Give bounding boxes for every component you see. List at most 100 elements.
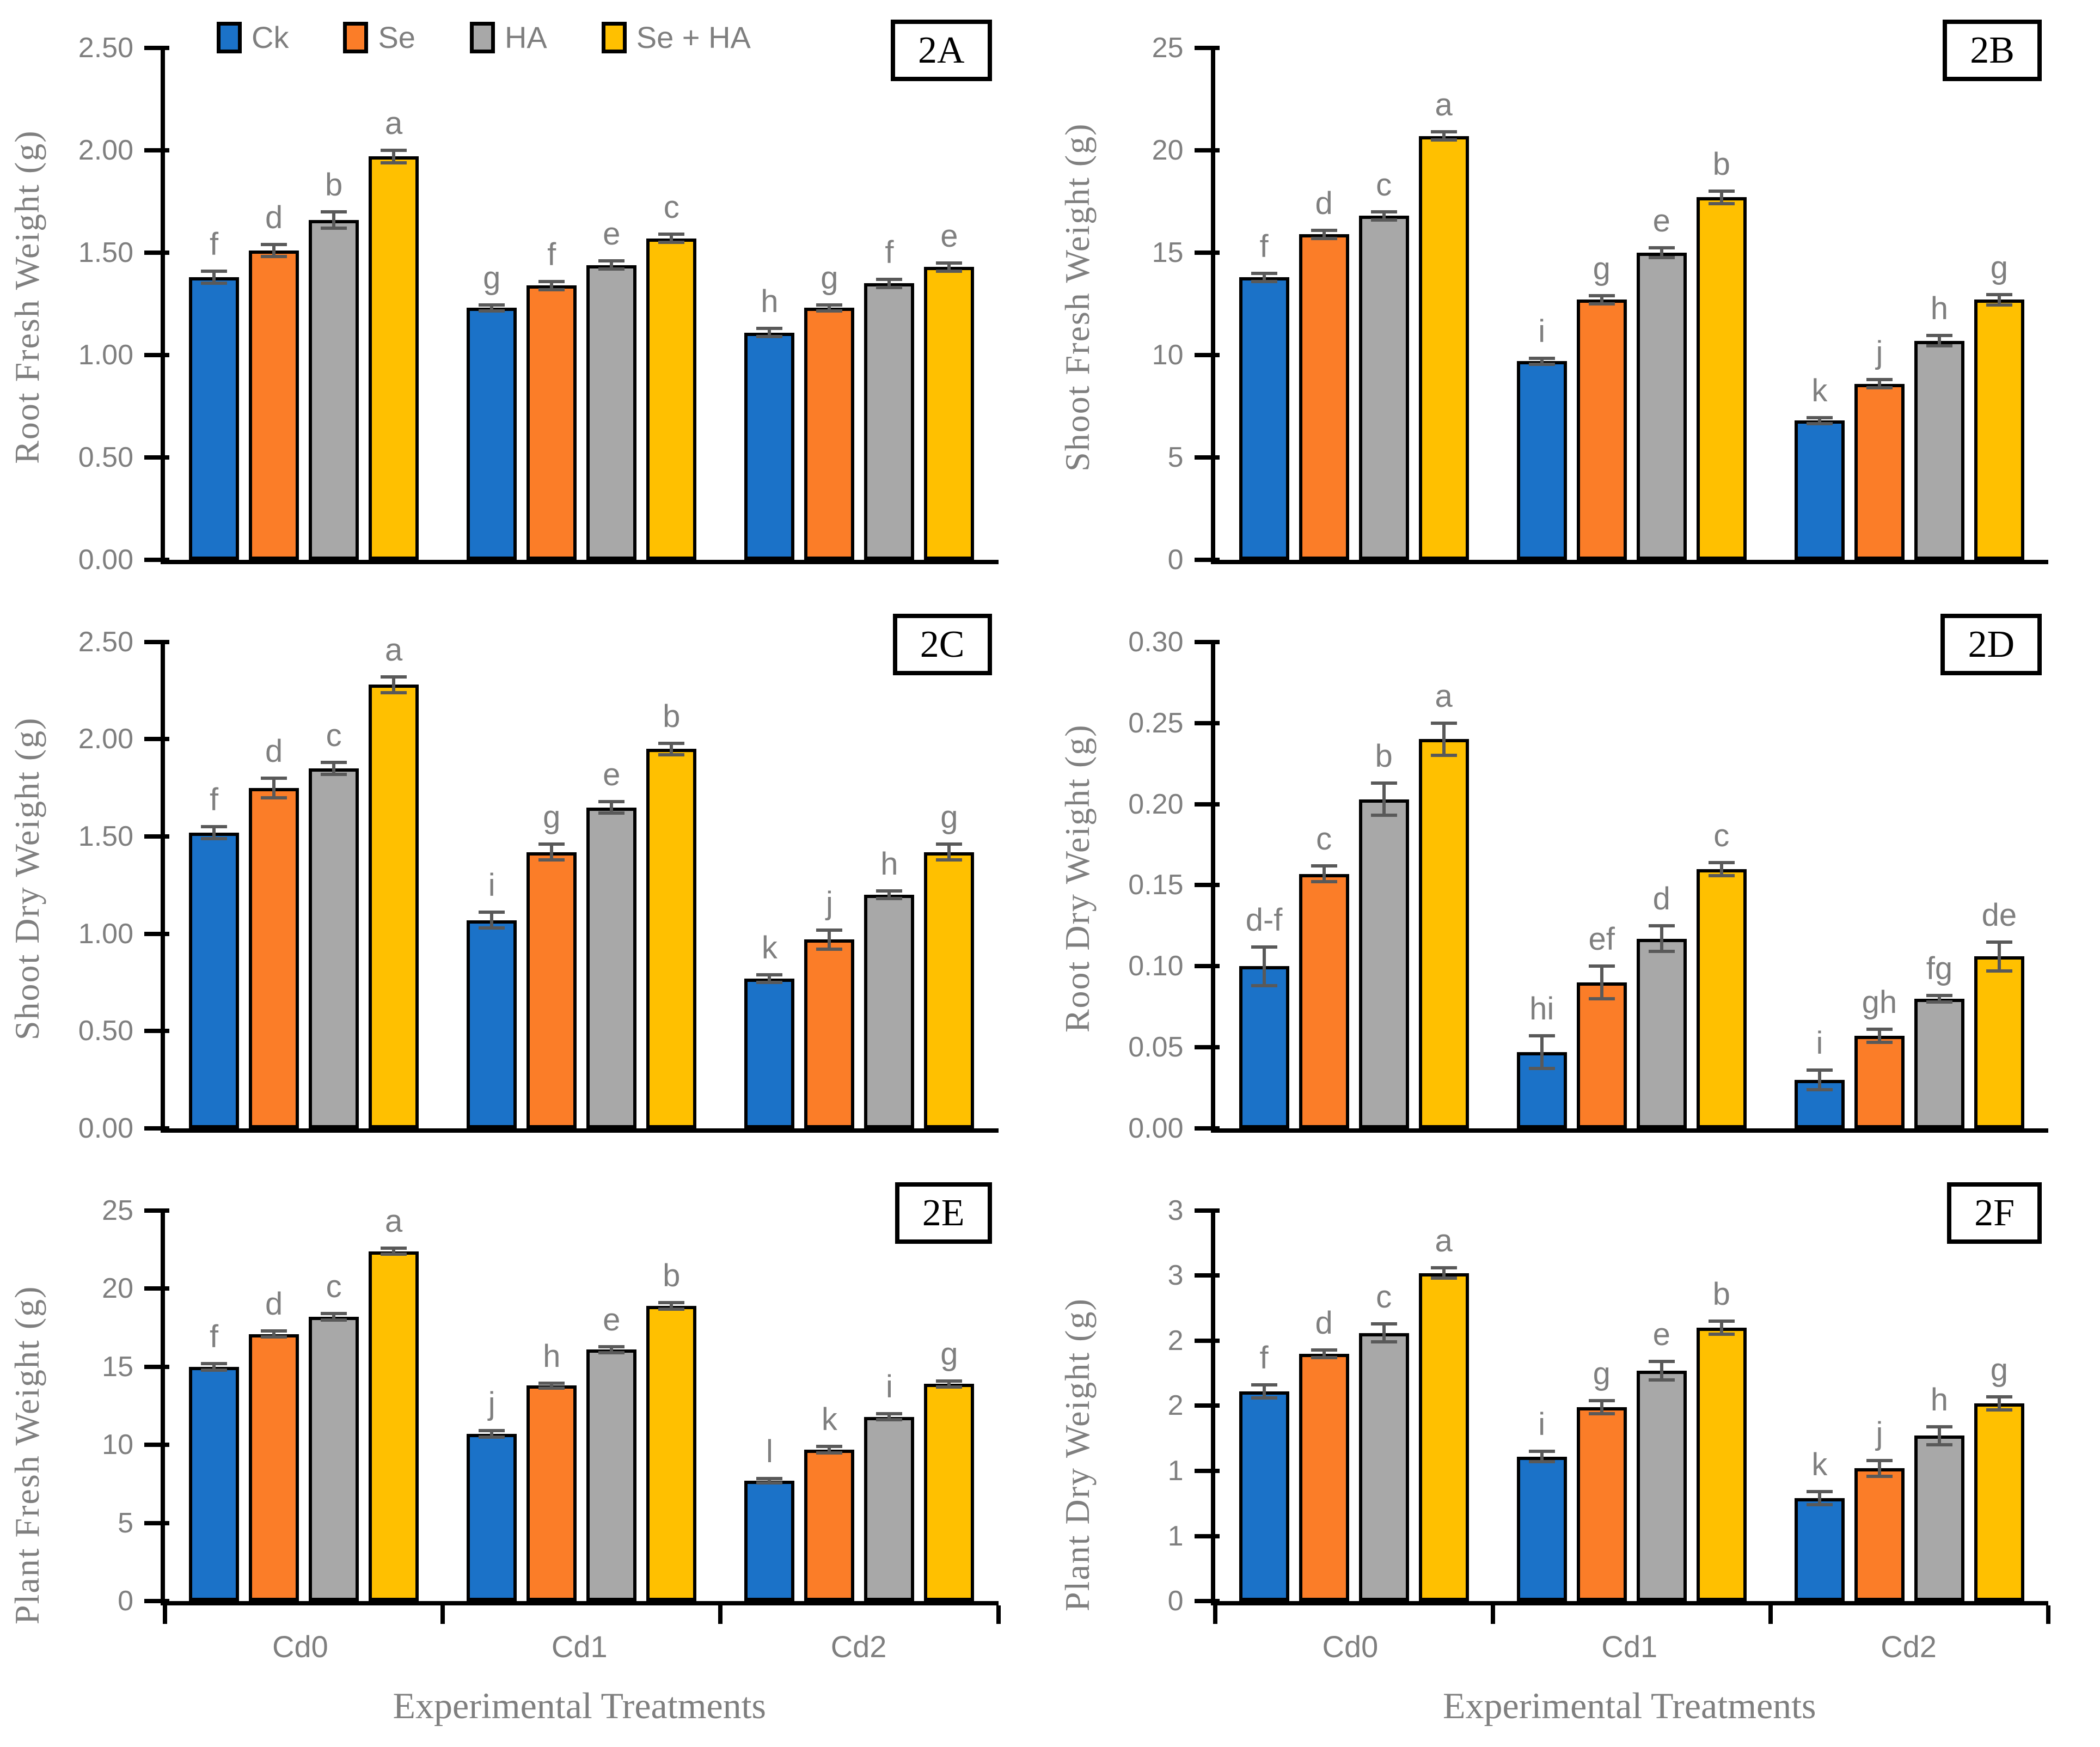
error-bar-cap-bottom — [1866, 386, 1893, 390]
significance-letter: j — [825, 885, 833, 921]
x-category-label-Cd1: Cd1 — [551, 1629, 608, 1664]
bar-slot-Cd2-Ck: k — [1794, 48, 1845, 560]
error-bar-cap-top — [261, 242, 287, 246]
y-axis-tick — [1194, 1469, 1220, 1473]
bar-group-Cd0: f d c a — [165, 634, 443, 1128]
error-bar-cap-bottom — [1528, 362, 1555, 366]
error-bar — [1382, 211, 1386, 220]
error-bar — [1877, 380, 1881, 388]
panel-2A: Root Fresh Weight (g) 0.00 0.50 1.00 1.50 2.0… — [0, 0, 1050, 594]
bar-group-Cd0: f d c a — [1215, 48, 1493, 560]
significance-letter: j — [1876, 1415, 1883, 1451]
y-tick-label: 10 — [102, 1429, 133, 1461]
error-bar-cap-top — [1370, 210, 1397, 213]
bar-slot-Cd0-Se: c — [1299, 642, 1349, 1128]
error-bar-cap-bottom — [1926, 344, 1952, 347]
error-bar-cap-top — [1528, 1450, 1555, 1453]
significance-letter: e — [603, 1302, 621, 1337]
error-bar — [392, 1248, 396, 1255]
significance-letter: f — [1259, 228, 1269, 264]
error-bar — [1997, 295, 2001, 305]
y-axis-title-2B: Shoot Fresh Weight (g) — [1057, 123, 1097, 472]
y-axis-tick — [144, 1208, 169, 1213]
error-bar-cap-bottom — [1311, 1356, 1337, 1360]
legend-swatch-Se — [343, 21, 369, 53]
error-bar — [1322, 230, 1326, 239]
bar-HA-Cd2 — [1914, 998, 1964, 1128]
bar-slot-Cd1-HA: d — [1636, 642, 1687, 1128]
error-bar — [1719, 862, 1723, 876]
significance-letter: g — [1593, 251, 1611, 286]
error-bar-cap-top — [201, 269, 228, 273]
y-axis-tick — [1194, 1534, 1220, 1538]
error-bar-cap-bottom — [756, 335, 783, 339]
bar-slot-Cd0-SeHA: a — [369, 634, 419, 1128]
plot-column: 0 1 1 2 2 3 3 f d c a i g e b k j h g 2F Cd0 Cd1 Cd2 Experiment… — [1168, 1163, 2100, 1747]
error-bar-cap-top — [1806, 416, 1833, 419]
significance-letter: c — [326, 1269, 342, 1305]
bar-slot-Cd1-Se: g — [526, 642, 577, 1128]
error-bar-cap-top — [1866, 1458, 1893, 1462]
bar-slot-Cd2-HA: h — [864, 642, 915, 1128]
bar-SeHA-Cd2 — [924, 267, 975, 560]
bar-SeHA-Cd2 — [1974, 1403, 2024, 1601]
significance-letter: g — [1990, 250, 2009, 285]
bar-HA-Cd0 — [1358, 1333, 1409, 1601]
error-bar-cap-bottom — [598, 1351, 625, 1354]
bar-SeHA-Cd2 — [1974, 300, 2024, 560]
y-tick-label: 0 — [118, 1585, 133, 1617]
error-bar-cap-bottom — [261, 1335, 287, 1339]
legend-swatch-HA — [469, 21, 495, 53]
significance-letter: b — [663, 698, 681, 734]
x-axis-tick — [1213, 1605, 1217, 1624]
error-bar — [550, 844, 554, 860]
y-axis-tick — [144, 1126, 169, 1131]
y-tick-label: 0.00 — [1128, 1112, 1184, 1144]
error-bar-cap-top — [381, 675, 407, 679]
significance-letter: d — [1652, 881, 1670, 917]
significance-letter: g — [1990, 1352, 2009, 1388]
error-bar-cap-top — [876, 889, 903, 893]
error-bar-cap-bottom — [261, 796, 287, 799]
error-bar — [1540, 1451, 1544, 1462]
bar-SeHA-Cd2 — [924, 1384, 975, 1601]
y-axis-tick — [1194, 964, 1220, 969]
error-bar — [1540, 358, 1544, 364]
error-bar-cap-top — [1866, 378, 1893, 382]
y-tick-label: 0.50 — [78, 1015, 133, 1047]
error-bar-cap-bottom — [201, 1368, 228, 1372]
y-axis-tick — [144, 352, 169, 357]
significance-letter: k — [1811, 1447, 1828, 1483]
error-bar — [272, 1330, 276, 1337]
error-bar-cap-top — [936, 842, 963, 846]
significance-letter: h — [1930, 1382, 1949, 1418]
bar-slot-Cd0-Se: d — [249, 642, 299, 1128]
error-bar-cap-top — [1648, 924, 1675, 927]
significance-letter: g — [940, 1336, 958, 1372]
bar-HA-Cd0 — [309, 768, 359, 1128]
y-tick-label: 0.00 — [78, 543, 133, 576]
error-bar — [670, 234, 674, 243]
bar-Se-Cd1 — [1576, 300, 1627, 560]
error-bar-cap-top — [598, 1345, 625, 1348]
significance-letter: e — [1652, 1317, 1670, 1353]
bar-SeHA-Cd1 — [646, 238, 697, 560]
bar-slot-Cd1-Ck: j — [467, 1211, 517, 1601]
bar-slot-Cd0-HA: c — [1358, 1211, 1409, 1601]
legend-swatch-Ck — [217, 21, 242, 53]
error-bar-cap-top — [1648, 246, 1675, 249]
bar-HA-Cd2 — [1914, 1436, 1964, 1601]
bar-Ck-Cd1 — [467, 920, 517, 1128]
panel-2E: Plant Fresh Weight (g) 0 5 10 15 20 25 f d c a j h e b… — [0, 1163, 1050, 1747]
error-bar-cap-top — [201, 825, 228, 829]
error-bar — [392, 150, 396, 163]
bar-group-Cd2: k j h g — [720, 642, 998, 1128]
significance-letter: b — [1712, 146, 1730, 182]
error-bar-cap-bottom — [1708, 1333, 1735, 1336]
error-bar-cap-top — [876, 1412, 903, 1415]
bar-Se-Cd1 — [1576, 982, 1627, 1128]
y-axis-tick — [144, 46, 169, 50]
error-bar — [1600, 1400, 1603, 1414]
y-axis-tick — [1194, 1273, 1220, 1278]
error-bar — [1997, 942, 2001, 972]
